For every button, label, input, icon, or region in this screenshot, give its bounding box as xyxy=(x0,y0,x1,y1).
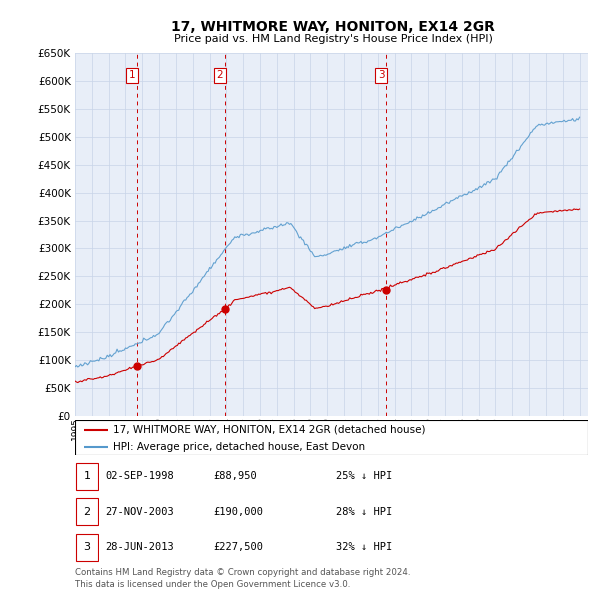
Bar xyxy=(76,463,98,490)
Text: £88,950: £88,950 xyxy=(213,471,257,481)
Text: 25% ↓ HPI: 25% ↓ HPI xyxy=(336,471,392,481)
Text: Price paid vs. HM Land Registry's House Price Index (HPI): Price paid vs. HM Land Registry's House … xyxy=(173,34,493,44)
Text: 1: 1 xyxy=(83,471,91,481)
Text: £190,000: £190,000 xyxy=(213,507,263,517)
Text: HPI: Average price, detached house, East Devon: HPI: Average price, detached house, East… xyxy=(113,442,365,451)
Bar xyxy=(76,533,98,561)
Text: 3: 3 xyxy=(377,70,385,80)
Text: £227,500: £227,500 xyxy=(213,542,263,552)
Text: 17, WHITMORE WAY, HONITON, EX14 2GR: 17, WHITMORE WAY, HONITON, EX14 2GR xyxy=(171,19,495,34)
Text: 27-NOV-2003: 27-NOV-2003 xyxy=(105,507,174,517)
Text: 28% ↓ HPI: 28% ↓ HPI xyxy=(336,507,392,517)
Text: 1: 1 xyxy=(128,70,135,80)
Text: 02-SEP-1998: 02-SEP-1998 xyxy=(105,471,174,481)
Text: 28-JUN-2013: 28-JUN-2013 xyxy=(105,542,174,552)
Text: 17, WHITMORE WAY, HONITON, EX14 2GR (detached house): 17, WHITMORE WAY, HONITON, EX14 2GR (det… xyxy=(113,425,426,435)
Text: Contains HM Land Registry data © Crown copyright and database right 2024.
This d: Contains HM Land Registry data © Crown c… xyxy=(75,568,410,589)
Text: 2: 2 xyxy=(217,70,223,80)
Text: 32% ↓ HPI: 32% ↓ HPI xyxy=(336,542,392,552)
Text: 3: 3 xyxy=(83,542,91,552)
Text: 2: 2 xyxy=(83,507,91,517)
Bar xyxy=(76,498,98,526)
